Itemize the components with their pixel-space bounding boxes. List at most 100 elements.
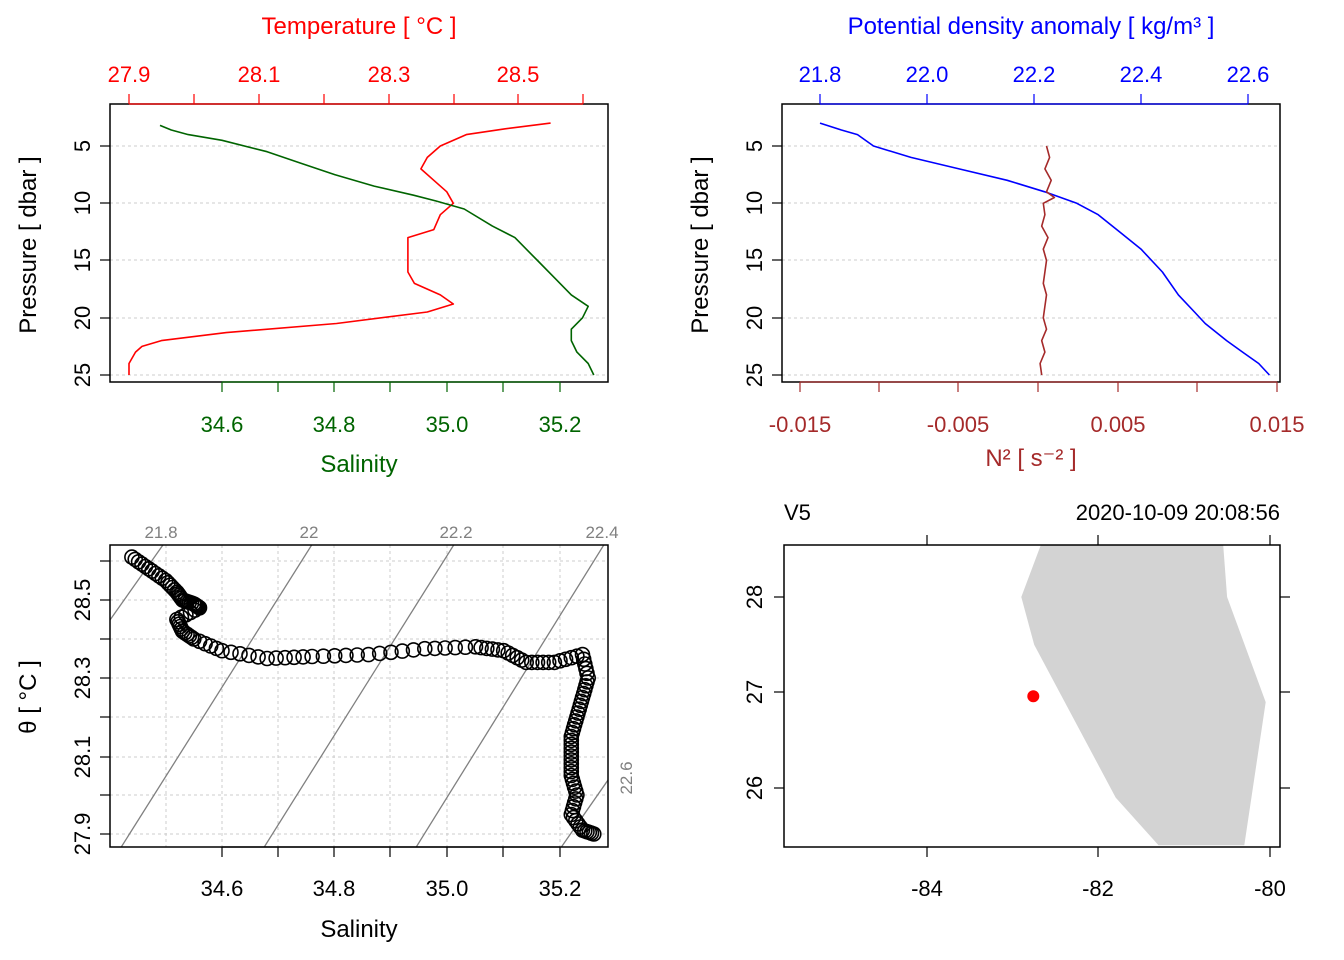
ts-point: [349, 647, 366, 663]
density-axis-title: Potential density anomaly [ kg/m³ ]: [848, 13, 1215, 40]
n2-axis: -0.015 -0.005 0.005 0.015 N² [ s⁻² ]: [769, 381, 1305, 472]
ts-point: [490, 642, 506, 658]
theta-tick-label: 27.9: [70, 813, 95, 856]
ts-point: [563, 763, 580, 780]
map-frame: [783, 544, 1281, 848]
ts-point: [405, 642, 422, 658]
isopycnal-label: 21.8: [144, 523, 177, 542]
theta-tick-label: 28.1: [70, 736, 95, 779]
isopycnal-line: [415, 545, 605, 847]
land-polygon: [1021, 545, 1266, 846]
longitude-tick-label: -80: [1254, 876, 1286, 901]
ts-point: [447, 639, 464, 656]
ts-point: [214, 642, 230, 659]
ts-point: [315, 648, 332, 665]
salinity-tick-label: 34.6: [201, 412, 244, 437]
temperature-axis-title: Temperature [ °C ]: [262, 13, 457, 40]
longitude-axis: -84 -82 -80: [911, 535, 1286, 901]
ts-point: [295, 649, 311, 665]
density-tick-label: 22.4: [1120, 62, 1163, 87]
pressure-tick-label: 5: [742, 140, 767, 152]
pressure-tick-label: 20: [70, 306, 95, 330]
isopycnal-line: [120, 545, 313, 847]
ts-point: [232, 645, 248, 662]
ts-point: [484, 641, 501, 657]
salinity-tick-label: 35.0: [426, 876, 469, 901]
temperature-tick-label: 27.9: [108, 62, 151, 87]
salinity-tick-label: 35.0: [426, 412, 469, 437]
ts-point: [518, 654, 535, 671]
density-axis: 21.8 22.0 22.2 22.4 22.6 Potential densi…: [799, 13, 1270, 105]
panel-station-map: V5 2020-10-09 20:08:56 -84 -82 -80 26 27…: [742, 500, 1290, 901]
ts-point: [563, 744, 580, 760]
pressure-axis: 5 10 15 20 25 Pressure [ dbar ]: [687, 140, 782, 387]
profile-series: [128, 122, 595, 376]
ts-point: [467, 638, 484, 655]
n2-tick-label: 0.005: [1090, 412, 1145, 437]
ts-point: [535, 654, 551, 671]
ts-point: [529, 654, 546, 671]
latitude-axis: 26 27 28: [742, 585, 1290, 800]
salinity-axis-title: Salinity: [320, 451, 397, 478]
ts-point: [563, 649, 580, 666]
panel-density-profile: 21.8 22.0 22.2 22.4 22.6 Potential densi…: [687, 13, 1305, 472]
isopycnal-line: [110, 545, 164, 621]
salinity-tick-label: 34.8: [313, 876, 356, 901]
salinity-tick-label: 34.8: [313, 412, 356, 437]
ts-point: [241, 647, 257, 664]
ts-point: [563, 755, 580, 772]
ts-point: [540, 654, 557, 671]
ts-point: [478, 640, 495, 657]
panel-ts-profile: 27.9 28.1 28.3 28.5 Temperature [ °C ] 3…: [15, 13, 609, 478]
isopycnal-lines: [110, 545, 608, 847]
theta-tick-label: 28.5: [70, 579, 95, 622]
ts-point: [268, 650, 284, 666]
salinity-axis: 34.6 34.8 35.0 35.2 Salinity: [201, 846, 582, 943]
n2-tick-label: -0.015: [769, 412, 831, 437]
ts-point: [416, 640, 433, 657]
salinity-tick-label: 34.6: [201, 876, 244, 901]
density-tick-label: 22.0: [906, 62, 949, 87]
ts-point: [338, 647, 354, 664]
temperature-tick-label: 28.5: [497, 62, 540, 87]
ts-point: [563, 759, 580, 776]
ts-point: [552, 652, 568, 669]
theta-tick-label: 28.3: [70, 657, 95, 700]
pressure-tick-label: 25: [742, 363, 767, 387]
latitude-tick-label: 27: [742, 680, 767, 704]
ts-point: [183, 629, 200, 646]
ts-point: [457, 639, 474, 656]
isopycnal-line: [560, 778, 608, 847]
isopycnal-label: 22: [300, 523, 319, 542]
pressure-tick-label: 10: [742, 191, 767, 215]
ts-point: [427, 640, 443, 657]
ts-point: [223, 644, 239, 661]
pressure-tick-label: 10: [70, 191, 95, 215]
ts-point: [383, 644, 399, 661]
density-tick-label: 22.6: [1227, 62, 1270, 87]
latitude-tick-label: 28: [742, 585, 767, 609]
n2-tick-label: -0.005: [927, 412, 989, 437]
pressure-tick-label: 20: [742, 306, 767, 330]
ts-point: [371, 645, 388, 662]
ts-point: [523, 654, 540, 671]
station-name: V5: [784, 500, 811, 525]
salinity-tick-label: 35.2: [539, 876, 582, 901]
ts-point: [563, 736, 580, 753]
profile-series: [819, 122, 1270, 376]
temperature-tick-label: 28.1: [238, 62, 281, 87]
latitude-tick-label: 26: [742, 776, 767, 800]
density-line: [819, 122, 1270, 376]
pressure-tick-label: 15: [742, 248, 767, 272]
isopycnal-label: 22.2: [439, 523, 472, 542]
station-datetime: 2020-10-09 20:08:56: [1076, 500, 1280, 525]
n2-tick-label: 0.015: [1249, 412, 1304, 437]
isopycnal-label: 22.4: [585, 523, 618, 542]
ts-point: [326, 647, 343, 664]
ts-point: [286, 649, 302, 666]
ts-point: [394, 643, 411, 659]
temperature-line: [128, 122, 551, 375]
ts-point: [585, 826, 602, 842]
density-tick-label: 21.8: [799, 62, 842, 87]
